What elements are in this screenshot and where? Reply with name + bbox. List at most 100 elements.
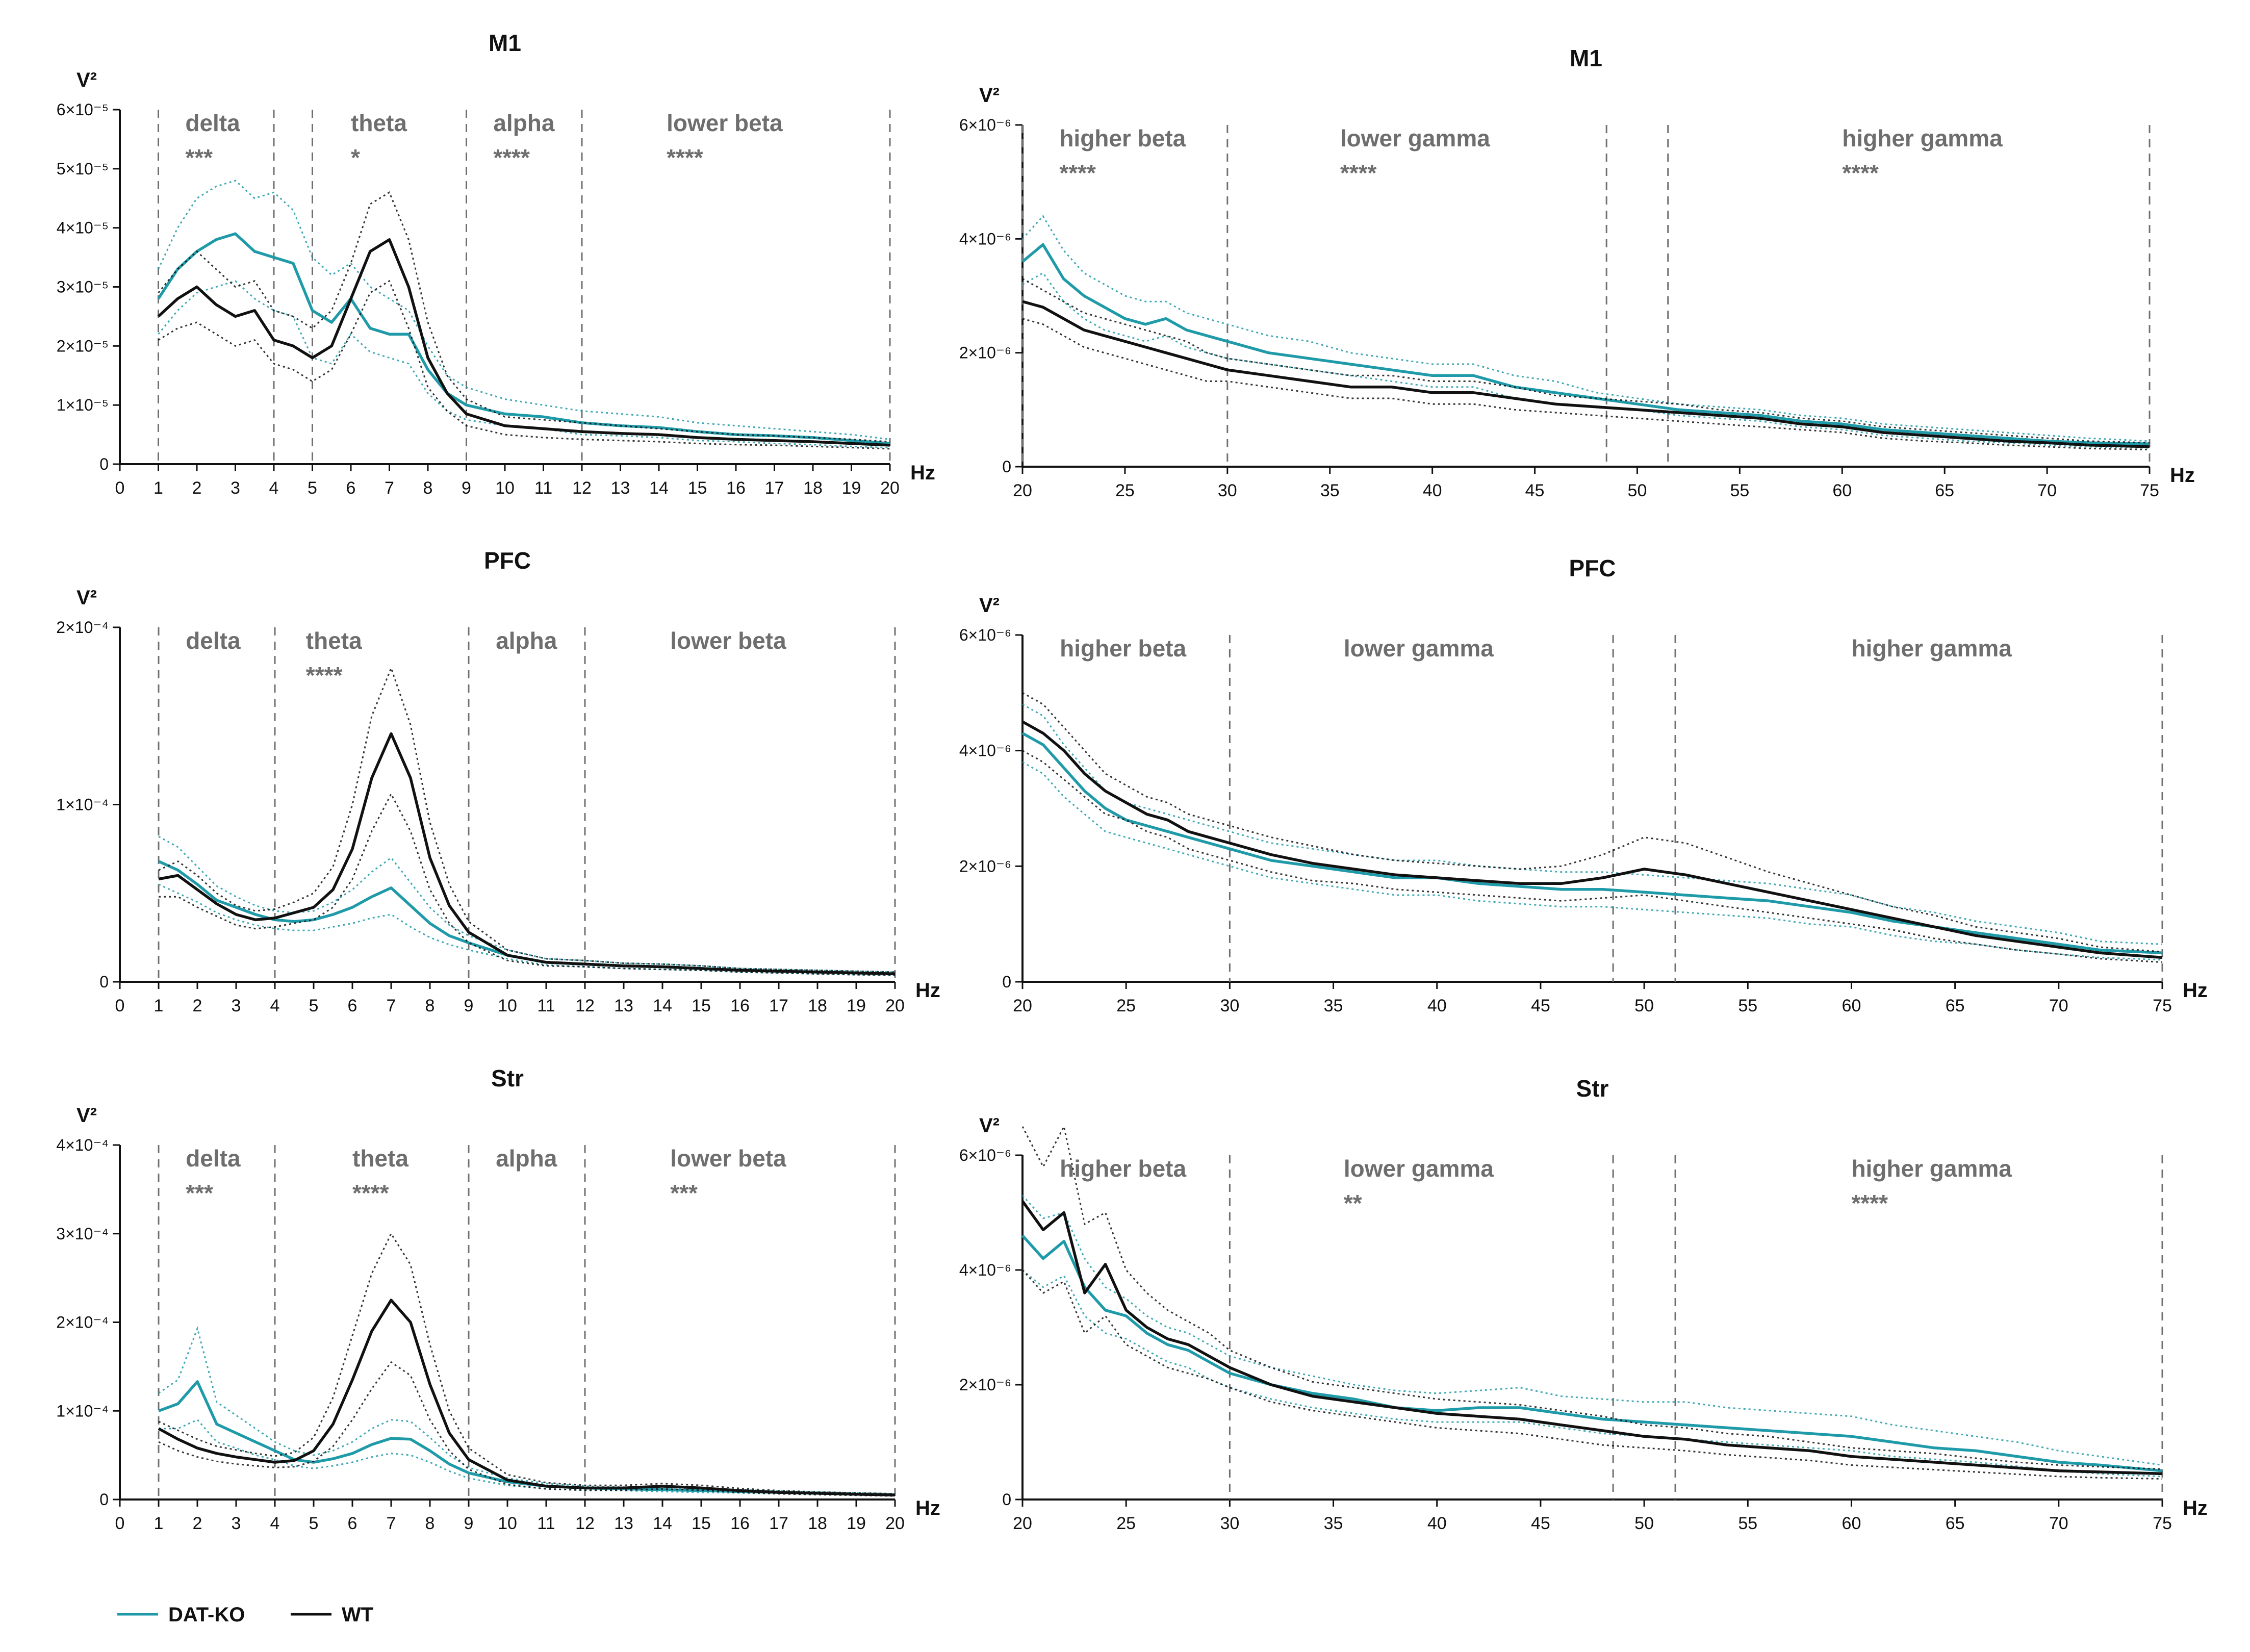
x-tick-label: 65	[1946, 1514, 1965, 1533]
band-label: higher beta	[1060, 635, 1186, 662]
y-tick-label: 1×10⁻⁴	[56, 1402, 109, 1420]
x-axis-label: Hz	[915, 1497, 940, 1519]
y-tick-label: 6×10⁻⁶	[959, 116, 1011, 134]
band-label: lower beta	[670, 1145, 786, 1172]
x-tick-label: 18	[803, 478, 823, 498]
x-tick-label: 6	[348, 996, 357, 1015]
y-tick-label: 4×10⁻⁵	[57, 219, 109, 237]
x-tick-label: 35	[1324, 996, 1343, 1015]
significance-stars: ****	[667, 144, 703, 171]
x-tick-label: 16	[726, 478, 746, 498]
x-tick-label: 10	[498, 996, 517, 1015]
series-wt-upper-bound	[1022, 278, 2150, 444]
chart-title: M1	[1570, 45, 1602, 71]
series-wt-mean-line	[1021, 720, 2163, 959]
x-tick-label: 14	[653, 996, 672, 1015]
x-tick-label: 12	[575, 996, 595, 1015]
significance-stars: ****	[1059, 160, 1096, 186]
series-dat-ko-lower-bound	[1022, 272, 2150, 449]
x-tick-label: 12	[572, 478, 592, 498]
y-axis-label: V²	[979, 1114, 1000, 1137]
y-axis-label: V²	[76, 1104, 97, 1127]
series-dat-ko-mean-line	[1021, 1234, 2163, 1472]
x-tick-label: 18	[808, 996, 827, 1015]
x-tick-label: 3	[232, 996, 241, 1015]
x-tick-label: 55	[1730, 481, 1749, 500]
chart-title: M1	[489, 30, 521, 56]
x-tick-label: 8	[425, 996, 435, 1015]
x-tick-label: 14	[649, 478, 669, 498]
band-label: theta	[352, 1145, 408, 1172]
x-tick-label: 9	[462, 478, 471, 498]
series-dat-ko-lower-bound	[1022, 1269, 2163, 1478]
y-tick-label: 2×10⁻⁴	[56, 1313, 109, 1332]
series-wt-mean-line	[157, 238, 890, 447]
series-wt-upper-bound	[158, 1232, 896, 1495]
significance-stars: ****	[1851, 1190, 1888, 1216]
chart-title: Str	[1576, 1075, 1609, 1102]
chart-panel-2: M1 V² Hz 20 25 30 35 40 45 50 55 60 65 70 75 0 2×10⁻⁶ 4×1…	[959, 45, 2195, 500]
chart-title: Str	[491, 1065, 524, 1091]
y-tick-label: 5×10⁻⁵	[57, 160, 109, 178]
x-tick-label: 70	[2049, 996, 2068, 1015]
x-tick-label: 70	[2037, 481, 2057, 500]
x-tick-label: 40	[1427, 1514, 1447, 1533]
x-tick-label: 30	[1220, 1514, 1239, 1533]
x-tick-label: 13	[611, 478, 630, 498]
x-tick-label: 20	[880, 478, 900, 498]
significance-stars: **	[1344, 1190, 1362, 1216]
band-label: alpha	[496, 1145, 557, 1172]
chart-panel-4: PFC V² Hz 20 25 30 35 40 45 50 55 60 65 70 75 0 2×10⁻⁶ 4×…	[959, 555, 2208, 1015]
y-tick-label: 1×10⁻⁴	[56, 796, 109, 814]
x-tick-label: 0	[115, 1514, 125, 1533]
x-tick-label: 40	[1427, 996, 1447, 1015]
x-tick-label: 4	[270, 996, 280, 1015]
x-tick-label: 7	[385, 478, 394, 498]
x-tick-label: 19	[847, 996, 866, 1015]
series-wt-mean-line	[158, 1299, 896, 1497]
series-dat-ko-mean-line	[158, 1380, 896, 1497]
x-tick-label: 1	[154, 478, 163, 498]
x-tick-label: 45	[1531, 996, 1550, 1015]
x-tick-label: 17	[769, 1514, 788, 1533]
series-wt-lower-bound	[1022, 750, 2163, 963]
x-tick-label: 17	[769, 996, 788, 1015]
x-tick-label: 65	[1935, 481, 1954, 500]
x-tick-label: 17	[765, 478, 784, 498]
y-tick-label: 0	[1002, 1490, 1011, 1509]
band-label: lower gamma	[1344, 1155, 1494, 1182]
x-axis-label: Hz	[2183, 1497, 2208, 1519]
x-tick-label: 18	[808, 1514, 827, 1533]
x-tick-label: 11	[537, 996, 555, 1015]
x-tick-label: 2	[193, 996, 202, 1015]
series-dat-ko-upper-bound	[1021, 1194, 2163, 1466]
x-axis-label: Hz	[915, 979, 940, 1002]
band-label: higher gamma	[1842, 125, 2003, 151]
band-label: theta	[351, 110, 407, 136]
series-dat-ko-upper-bound	[158, 835, 896, 973]
chart-title: PFC	[484, 547, 531, 574]
y-tick-label: 2×10⁻⁶	[959, 344, 1011, 362]
y-axis-label: V²	[76, 587, 97, 609]
x-tick-label: 25	[1116, 1514, 1136, 1533]
y-tick-label: 2×10⁻⁴	[56, 618, 109, 637]
legend: DAT-KO WT	[117, 1604, 373, 1626]
x-tick-label: 3	[231, 478, 240, 498]
x-tick-label: 16	[730, 1514, 750, 1533]
x-tick-label: 16	[730, 996, 750, 1015]
band-label: higher gamma	[1851, 635, 2012, 662]
x-tick-label: 75	[2140, 481, 2159, 500]
x-tick-label: 3	[232, 1514, 241, 1533]
band-label: higher beta	[1060, 1155, 1186, 1182]
x-tick-label: 2	[192, 478, 202, 498]
series-wt-lower-bound	[159, 792, 896, 976]
x-tick-label: 40	[1423, 481, 1442, 500]
significance-stars: ***	[670, 1180, 698, 1206]
x-tick-label: 75	[2153, 996, 2172, 1015]
band-label: higher beta	[1059, 125, 1186, 151]
y-tick-label: 2×10⁻⁶	[959, 857, 1011, 875]
x-tick-label: 20	[1013, 1514, 1032, 1533]
band-label: lower beta	[667, 110, 783, 136]
